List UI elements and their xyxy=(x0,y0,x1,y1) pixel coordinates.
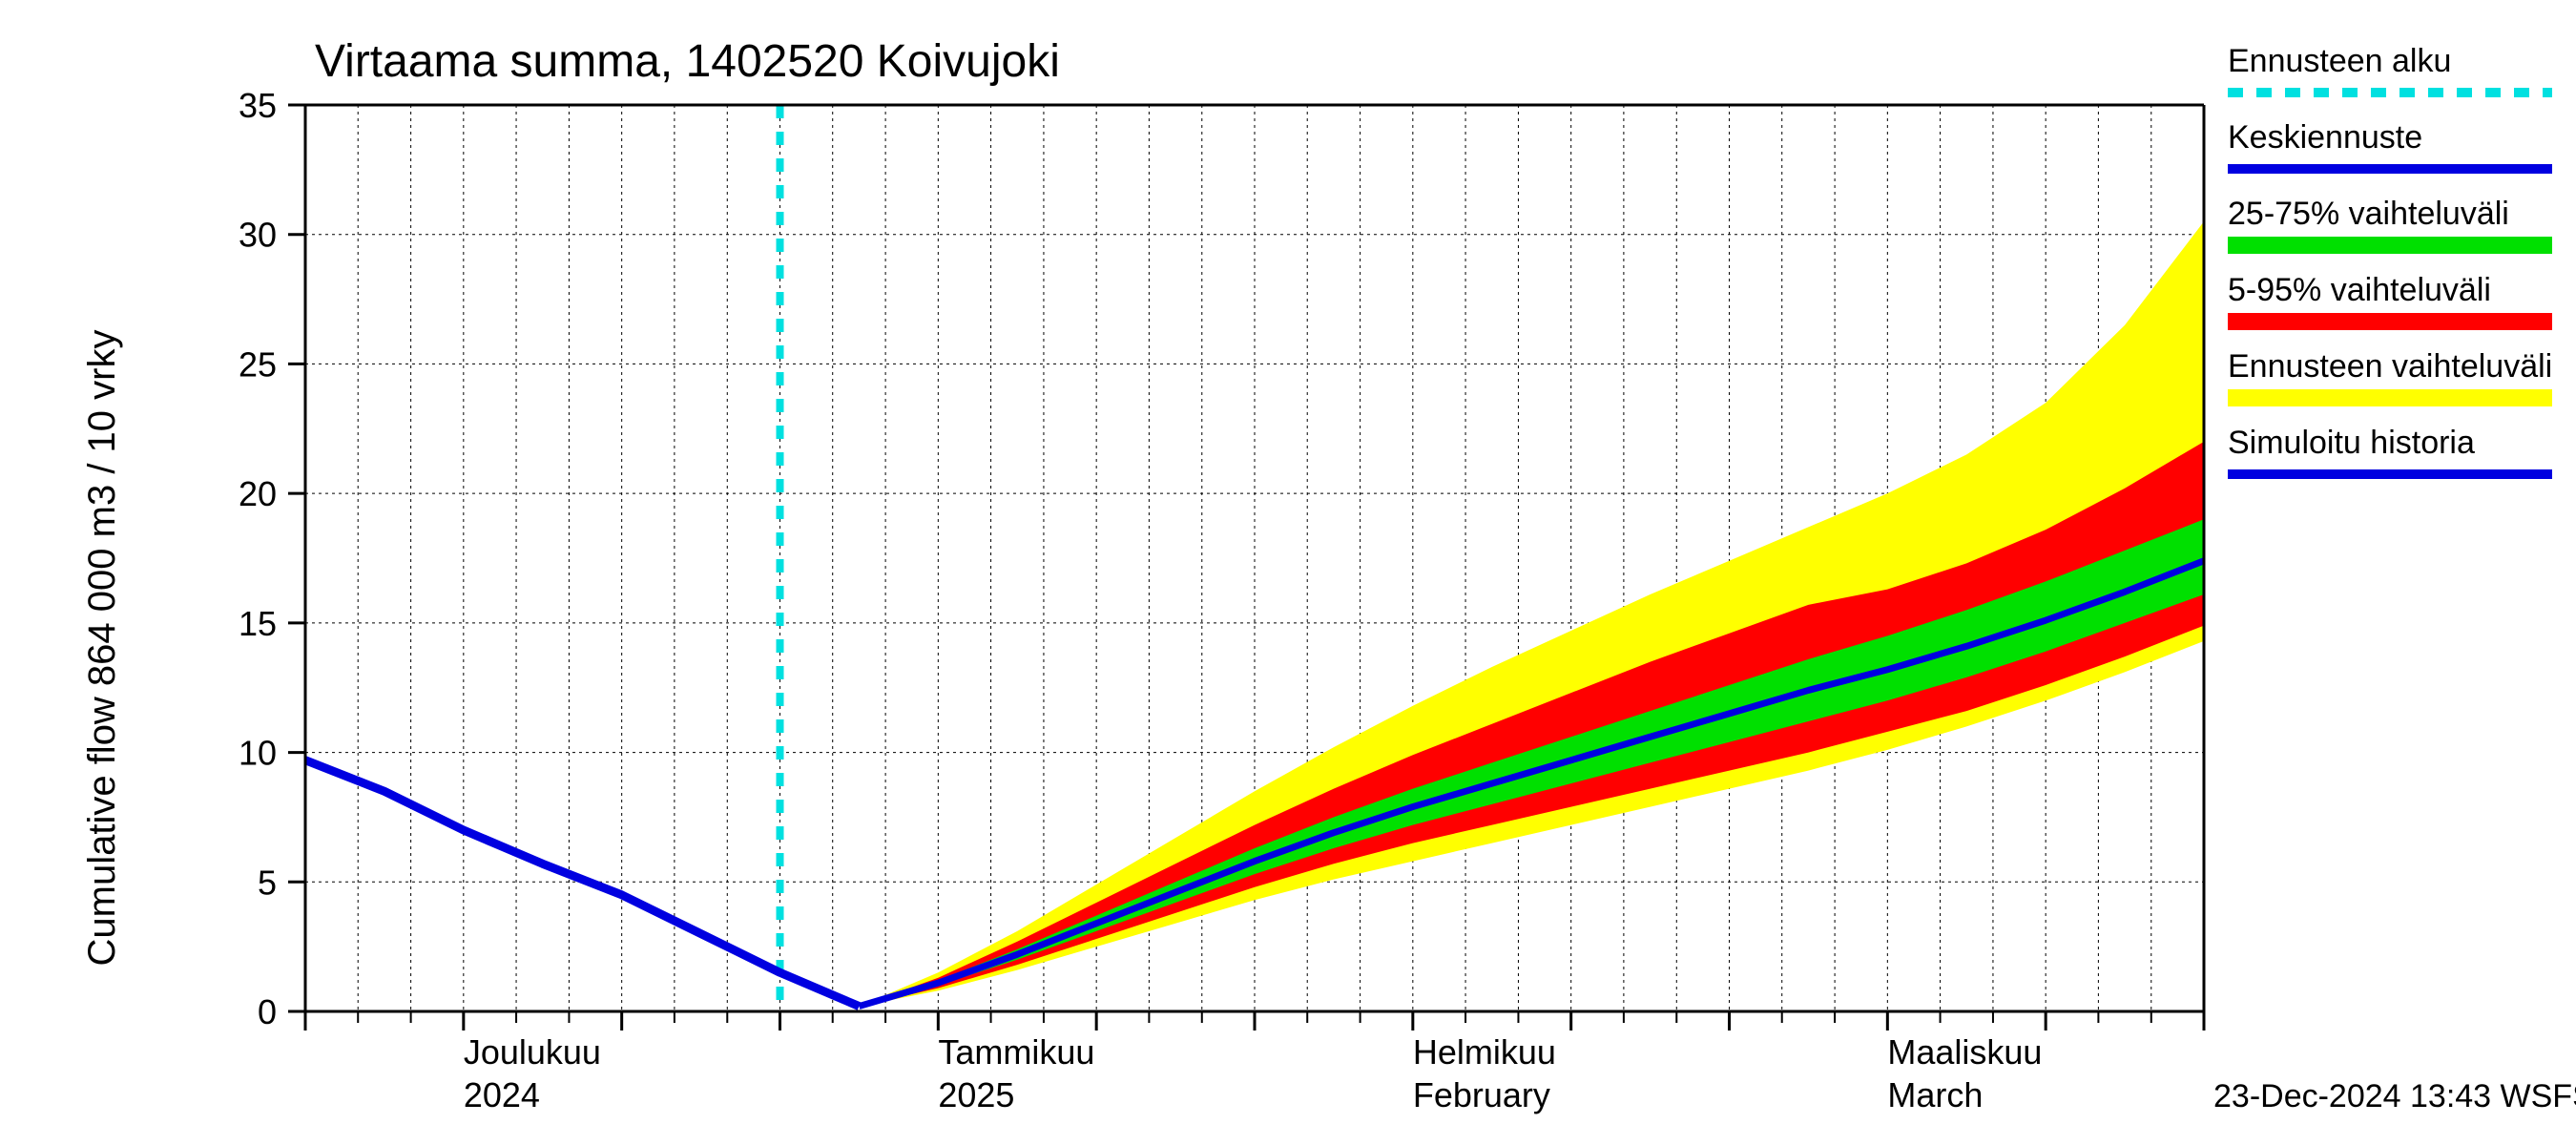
legend-label: 25-75% vaihteluväli xyxy=(2228,196,2509,232)
x-tick-label: Helmikuu xyxy=(1413,1032,1556,1072)
y-tick-label: 25 xyxy=(239,344,277,384)
legend-label: Simuloitu historia xyxy=(2228,425,2475,461)
y-tick-label: 0 xyxy=(258,992,277,1031)
y-tick-label: 35 xyxy=(239,86,277,125)
y-tick-label: 20 xyxy=(239,474,277,513)
x-tick-label-2: February xyxy=(1413,1075,1550,1114)
legend-label: Keskiennuste xyxy=(2228,119,2422,156)
chart-footer: 23-Dec-2024 13:43 WSFS-O xyxy=(2213,1078,2576,1114)
y-axis-label: Cumulative flow 864 000 m3 / 10 vrky xyxy=(81,330,123,967)
y-tick-label: 10 xyxy=(239,734,277,773)
y-tick-label: 5 xyxy=(258,863,277,902)
legend-label: 5-95% vaihteluväli xyxy=(2228,272,2491,308)
chart-svg: 05101520253035JoulukuuTammikuuHelmikuuMa… xyxy=(0,0,2576,1145)
legend-swatch-block xyxy=(2228,237,2552,254)
legend-label: Ennusteen vaihteluväli xyxy=(2228,348,2552,385)
x-tick-label-2: 2024 xyxy=(464,1075,540,1114)
x-tick-label: Joulukuu xyxy=(464,1032,601,1072)
chart-container: 05101520253035JoulukuuTammikuuHelmikuuMa… xyxy=(0,0,2576,1145)
x-tick-label: Maaliskuu xyxy=(1887,1032,2042,1072)
x-tick-label: Tammikuu xyxy=(938,1032,1094,1072)
x-tick-label-2: 2025 xyxy=(938,1075,1014,1114)
legend-swatch-block xyxy=(2228,389,2552,406)
legend-swatch-block xyxy=(2228,313,2552,330)
y-tick-label: 30 xyxy=(239,216,277,255)
chart-title: Virtaama summa, 1402520 Koivujoki xyxy=(315,36,1060,87)
legend-label: Ennusteen alku xyxy=(2228,43,2451,79)
x-tick-label-2: March xyxy=(1887,1075,1983,1114)
y-tick-label: 15 xyxy=(239,604,277,643)
